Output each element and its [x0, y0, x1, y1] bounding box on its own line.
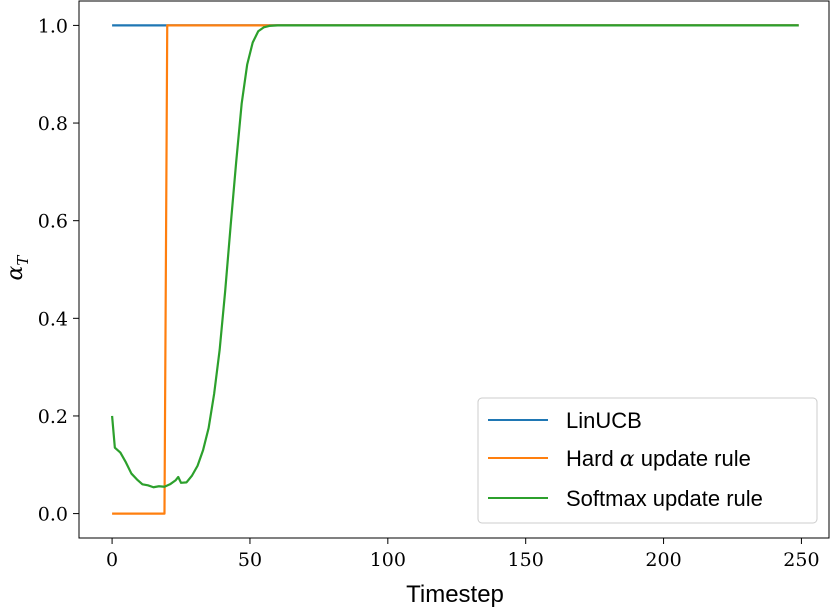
- x-axis-label: Timestep: [406, 581, 504, 608]
- legend-label-hard-part2: update rule: [635, 446, 751, 471]
- y-tick-label: 0.4: [38, 308, 68, 330]
- legend-box: [477, 397, 818, 524]
- legend-label-hard-part1: Hard: [566, 446, 620, 471]
- y-tick-label: 0.8: [38, 113, 68, 135]
- y-tick-label: 1.0: [38, 15, 68, 37]
- plot-frame: [78, 0, 830, 539]
- legend-label-softmax-update: Softmax update rule: [566, 486, 763, 511]
- y-axis-label-subscript: T: [14, 255, 32, 266]
- series-softmax-update: [110, 24, 799, 489]
- legend-label-hard-alpha: α: [620, 447, 635, 472]
- plot-layer: [110, 24, 799, 515]
- x-tick-label: 150: [508, 549, 544, 571]
- x-tick-label: 100: [370, 549, 406, 571]
- legend: LinUCB Hard α update rule Softmax update…: [477, 397, 818, 524]
- x-tick-label: 0: [106, 549, 118, 571]
- legend-label-hard-update: Hard α update rule: [566, 446, 751, 472]
- y-axis-label: αT: [3, 255, 32, 281]
- y-axis-ticks: 0.0 0.2 0.4 0.6 0.8 1.0: [38, 15, 79, 526]
- x-tick-label: 250: [783, 549, 819, 571]
- x-axis-ticks: 0 50 100 150 200 250: [106, 538, 820, 571]
- legend-label-linucb: LinUCB: [566, 408, 642, 433]
- y-tick-label: 0.6: [38, 211, 68, 233]
- x-tick-label: 200: [645, 549, 681, 571]
- y-axis-label-main: α: [3, 265, 28, 280]
- y-tick-label: 0.2: [38, 406, 68, 428]
- x-tick-label: 50: [238, 549, 262, 571]
- y-tick-label: 0.0: [38, 504, 68, 526]
